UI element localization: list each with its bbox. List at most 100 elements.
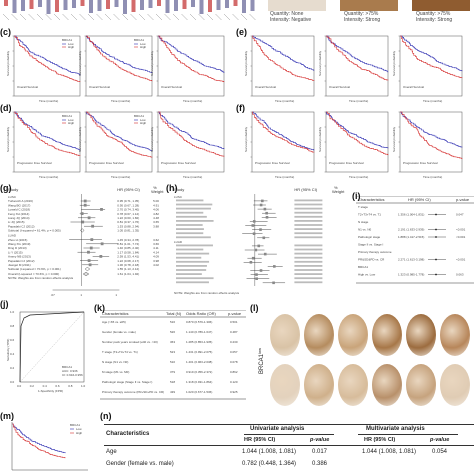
ihc-core-tile: [406, 314, 436, 356]
tick-label-stroke: [2, 13, 10, 21]
ihc-core-tile: [304, 364, 334, 406]
forest-point: [252, 232, 256, 235]
tick-label-stroke: [70, 13, 78, 21]
study-name-block: [176, 244, 213, 247]
km-xlabel: Time (months): [39, 175, 58, 179]
forest-ci-text: 1.22 (0.68, 2.17): [117, 259, 139, 263]
panel-label-m: (m): [0, 411, 14, 421]
forest-point: [91, 224, 95, 228]
tick-label-stroke: [206, 13, 214, 21]
roc-xlabel: 1-Specificity (FPR): [38, 389, 63, 393]
ihc-row-label: BRCA1low: [256, 346, 266, 376]
forest-ci-text: 1.17 (0.58, 1.84): [117, 250, 139, 254]
cox-table-n: Univariate analysis Multivariate analysi…: [104, 424, 474, 474]
tick-label-stroke: [164, 13, 171, 21]
forest-point: [257, 244, 261, 248]
tick-label-stroke: [181, 13, 188, 21]
forest-study-label: Wang XG (2019): [8, 242, 30, 246]
table-i-row-name: BRCA1: [358, 265, 368, 269]
forest-weight-text: 3.66: [153, 242, 159, 246]
univariate-header: Univariate analysis: [250, 426, 305, 432]
table-n-header-hr1: HR (95% CI): [244, 437, 276, 443]
panel-label-e: (e): [236, 27, 247, 37]
km-line-high: [400, 111, 463, 159]
panel-label-g: (g): [0, 183, 12, 193]
study-name-block: [176, 220, 214, 222]
km-title: Overall Survival: [89, 85, 110, 89]
forest-ci-text: 1.30 (0.78, 2.18): [117, 263, 139, 267]
ihc-top-row: Quantity: None Intensity: Negative Quant…: [268, 0, 474, 24]
forest-point: [251, 256, 255, 260]
table-k-row-or: 0.919 (0.356-2.372): [186, 370, 212, 374]
tick-label-stroke: [155, 13, 163, 21]
km-legend-title: BRCA1: [62, 114, 72, 118]
km-title: Overall Survival: [255, 85, 276, 89]
km-ylabel: Survival probability: [244, 126, 248, 152]
km-line-high: [86, 111, 153, 158]
table-k-row-p: 0.057: [230, 350, 238, 354]
forest-point: [251, 224, 255, 227]
forest-weight-text: 3.98: [153, 259, 159, 263]
forest-weight-text: 5.00: [153, 199, 159, 203]
ci-text-block: [294, 281, 323, 284]
study-name-block: [176, 277, 214, 280]
box-fragment: [208, 0, 212, 12]
forest-subtotal-label: Subtotal (I-squared = 70.6%, p = 0.001): [8, 267, 61, 271]
box-fragment: [191, 0, 195, 7]
forest-weight-text: 4.02: [153, 263, 159, 267]
roc-frame: [19, 311, 85, 383]
km-line-high: [252, 111, 315, 153]
forest-point: [87, 250, 90, 254]
ihc-top-caption-1: Quantity: None Intensity: Negative: [270, 11, 311, 23]
km-title: Progression Free Survival: [403, 161, 438, 165]
table-n-header-p1: p-value: [310, 437, 330, 443]
tick-label-stroke: [121, 13, 129, 21]
box-fragment: [97, 0, 102, 11]
table-k-row-or: 1.401 (0.963-2.038): [186, 360, 212, 364]
forest-weight-text: 4.11: [153, 246, 159, 250]
table-k-row-n: 510: [170, 360, 175, 364]
table-i-point: [435, 213, 437, 216]
km-plot: Progression Free Survival Time (months) Su…: [150, 111, 225, 179]
km-ylabel: Survival probability: [150, 126, 154, 152]
km-line-low: [326, 111, 389, 149]
table-i-row-name: PR&SD&PD vs. CR: [358, 258, 385, 262]
table-i-row-name: Pathologic stage: [358, 235, 381, 239]
forest-weight-text: 4.91: [153, 203, 159, 207]
table-k-row-or: 1.431 (0.991-2.075): [186, 350, 212, 354]
forest-overall-label: Overall (I-squared = 70.6%, p = 0.000): [8, 272, 59, 276]
km-plot: Overall Survival Time (months) Survival pr…: [244, 35, 315, 103]
km-line-low: [252, 35, 315, 71]
panel-label-h: (h): [166, 183, 178, 193]
box-fragment: [55, 0, 59, 12]
ci-text-block: [294, 244, 323, 247]
km-line-low: [326, 35, 389, 73]
tick-label-stroke: [36, 13, 44, 21]
forest-study-label: Feng XH (2014): [8, 212, 29, 216]
table-i-row-p: <0.001: [456, 228, 466, 232]
ihc-top-tile-2: [340, 0, 398, 11]
multivariate-header: Multivariate analysis: [366, 426, 425, 432]
tick-label-stroke: [96, 13, 103, 21]
study-name-block: [176, 260, 210, 263]
table-n-age-p2: 0.054: [432, 449, 448, 455]
box-fragment: [114, 0, 119, 7]
table-n-row-gender: Gender (female vs. male): [106, 461, 174, 467]
km-legend-title: BRCA1: [134, 38, 144, 42]
study-name-block: [176, 256, 202, 259]
table-k-row-n: 523: [170, 350, 175, 354]
box-fragment: [233, 0, 238, 6]
ihc-core-tile: [372, 364, 402, 406]
table-i-row-name: T2+T3+T4 vs. T1: [358, 213, 381, 217]
roc-ylabel: Sensitivity (TPR): [6, 339, 10, 361]
forest-group-label: LUAD: [8, 234, 17, 238]
study-name-block: [176, 211, 204, 214]
table-k-row-n: 379: [170, 370, 175, 374]
forest-point: [87, 259, 91, 262]
table-i-row-p: <0.001: [456, 258, 466, 262]
table-k-row-p: 0.230: [230, 340, 238, 344]
study-name-block: [176, 203, 213, 206]
roc-x-tick: 0.4: [43, 384, 48, 388]
km-m-legend-title: BRCA1: [70, 423, 80, 427]
ci-text-block: [294, 273, 323, 275]
